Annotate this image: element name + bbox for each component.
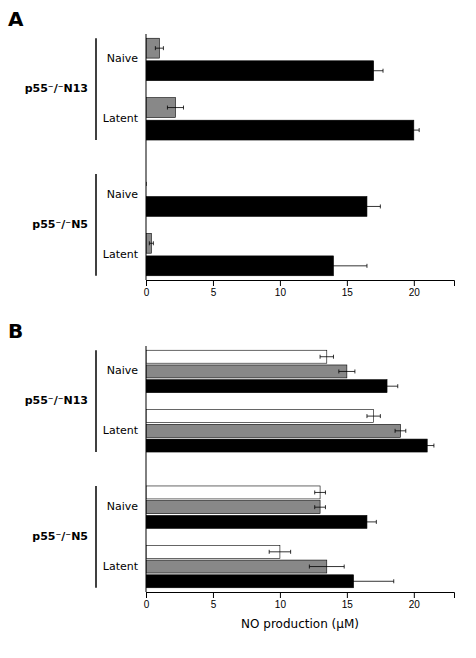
- tick-label: 0: [144, 287, 150, 298]
- error-bar: [395, 429, 406, 433]
- tick: 0: [144, 280, 150, 298]
- bar: [146, 515, 367, 528]
- group-bracket: [95, 350, 97, 452]
- bar: [146, 560, 327, 573]
- tick-mark: [213, 280, 214, 286]
- tick: 20: [409, 592, 421, 610]
- error-bar: [320, 355, 333, 359]
- error-bar: [376, 384, 397, 388]
- error-bar: [269, 550, 290, 554]
- error-bar: [358, 520, 377, 524]
- x-axis-title: NO production (µM): [241, 617, 359, 631]
- category-label: Naive: [107, 500, 139, 513]
- group-bracket: [95, 486, 97, 588]
- bar: [146, 380, 387, 393]
- error-bar: [300, 264, 367, 268]
- group-bracket: [95, 38, 97, 140]
- tick-label: 10: [275, 599, 287, 610]
- plot-area: [146, 38, 419, 276]
- panel-label: A: [8, 7, 24, 31]
- tick-label: 15: [342, 287, 354, 298]
- tick-mark: [280, 280, 281, 286]
- group-label: p55⁻/⁻N13: [25, 394, 88, 407]
- bar: [146, 501, 320, 514]
- tick: 0: [144, 592, 150, 610]
- panel: 0 5 10 15 20 Naive Latent Naive Latent p55⁻/⁻N13 p…: [25, 34, 455, 298]
- tick: 5: [211, 592, 217, 610]
- error-bar: [149, 241, 153, 245]
- tick-label: 5: [211, 287, 217, 298]
- bar: [146, 545, 280, 558]
- bar: [146, 439, 427, 452]
- error-bar: [339, 369, 355, 373]
- tick-mark: [146, 280, 147, 286]
- axis-line: [147, 593, 455, 599]
- panel-label: B: [8, 319, 23, 343]
- bar: [146, 410, 374, 423]
- tick-mark: [280, 592, 281, 598]
- category-label: Latent: [103, 560, 139, 573]
- tick-label: 0: [144, 599, 150, 610]
- error-bar: [421, 444, 434, 448]
- tick-mark: [414, 592, 415, 598]
- error-bar: [315, 505, 326, 509]
- tick-mark: [414, 280, 415, 286]
- bar: [146, 486, 320, 499]
- bar: [146, 197, 367, 217]
- tick: 15: [342, 592, 354, 610]
- error-bar: [367, 414, 380, 418]
- category-label: Naive: [107, 364, 139, 377]
- group-label: p55⁻/⁻N13: [25, 82, 88, 95]
- tick: 10: [275, 592, 287, 610]
- error-bar: [155, 46, 163, 50]
- category-label: Latent: [103, 248, 139, 261]
- category-label: Latent: [103, 424, 139, 437]
- plot-area: [146, 350, 434, 588]
- bar: [146, 120, 414, 140]
- tick-label: 5: [211, 599, 217, 610]
- tick-mark: [146, 592, 147, 598]
- x-axis: 0 5 10 15 20: [144, 592, 455, 610]
- tick-label: 20: [409, 599, 421, 610]
- tick: 5: [211, 280, 217, 298]
- tick: 10: [275, 280, 287, 298]
- category-label: Naive: [107, 52, 139, 65]
- bar: [146, 424, 400, 437]
- bar: [146, 350, 327, 363]
- tick-label: 10: [275, 287, 287, 298]
- tick-mark: [347, 592, 348, 598]
- group-label: p55⁻/⁻N5: [32, 218, 88, 231]
- tick-mark: [213, 592, 214, 598]
- tick: 20: [409, 280, 421, 298]
- y-axis-line: [146, 346, 147, 592]
- panel: 0 5 10 15 20 Naive Latent Naive Latent p55⁻/⁻N13 p…: [25, 346, 455, 631]
- tick: 15: [342, 280, 354, 298]
- category-label: Latent: [103, 112, 139, 125]
- error-bar: [313, 579, 393, 583]
- bar: [146, 61, 374, 81]
- category-label: Naive: [107, 188, 139, 201]
- error-bar: [315, 490, 326, 494]
- x-axis: 0 5 10 15 20: [144, 280, 455, 298]
- tick-label: 20: [409, 287, 421, 298]
- group-bracket: [95, 174, 97, 276]
- error-bar: [309, 565, 344, 569]
- tick-mark: [347, 280, 348, 286]
- axis-line: [147, 281, 455, 287]
- tick-label: 15: [342, 599, 354, 610]
- group-label: p55⁻/⁻N5: [32, 530, 88, 543]
- y-axis-line: [146, 34, 147, 280]
- bar: [146, 365, 347, 378]
- figure: A 0 5 10 15 20 Naive Latent Naive Latent p55⁻/⁻N13…: [0, 0, 476, 658]
- error-bar: [364, 69, 383, 73]
- error-bar: [408, 128, 419, 132]
- error-bar: [354, 204, 381, 208]
- error-bar: [167, 106, 183, 110]
